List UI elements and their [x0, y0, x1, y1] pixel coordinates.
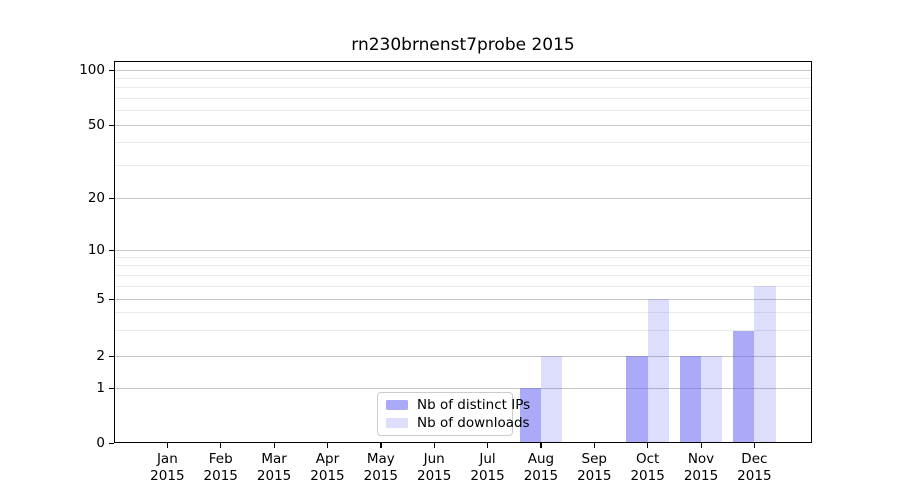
x-tick-mark-dec-2015: [753, 443, 756, 448]
bar-dec-2015-nb-of-distinct-ips: [733, 330, 755, 443]
minor-gridline-30: [115, 165, 811, 167]
legend-swatch-downloads: [386, 418, 408, 428]
minor-gridline-8: [115, 265, 811, 267]
bar-aug-2015-nb-of-downloads: [540, 356, 563, 443]
y-tick-mark-5: [108, 298, 114, 300]
x-tick-label-jan-2015: Jan 2015: [150, 451, 185, 484]
minor-gridline-4: [115, 312, 811, 314]
legend-label: Nb of distinct IPs: [417, 397, 531, 413]
minor-gridline-9: [115, 256, 811, 258]
y-tick-mark-100: [108, 69, 114, 71]
minor-gridline-3: [115, 330, 811, 332]
bar-oct-2015-nb-of-downloads: [647, 299, 669, 443]
y-tick-label-5: 5: [96, 291, 105, 307]
legend-label: Nb of downloads: [417, 415, 530, 431]
chart-title: rn230brnenst7probe 2015: [351, 35, 575, 55]
y-tick-mark-10: [108, 249, 114, 251]
bar-nov-2015-nb-of-distinct-ips: [679, 356, 701, 443]
y-tick-mark-50: [108, 124, 114, 126]
x-tick-label-feb-2015: Feb 2015: [203, 451, 238, 484]
x-tick-label-dec-2015: Dec 2015: [737, 451, 772, 484]
x-tick-label-oct-2015: Oct 2015: [630, 451, 665, 484]
x-tick-label-jul-2015: Jul 2015: [470, 451, 505, 484]
minor-gridline-40: [115, 142, 811, 144]
major-gridline-50: [115, 124, 811, 126]
x-tick-label-may-2015: May 2015: [363, 451, 398, 484]
y-tick-label-100: 100: [79, 62, 105, 78]
minor-gridline-70: [115, 97, 811, 99]
x-tick-mark-jan-2015: [166, 443, 169, 448]
x-tick-label-jun-2015: Jun 2015: [416, 451, 452, 484]
major-gridline-2: [115, 355, 811, 357]
major-gridline-20: [115, 197, 811, 199]
y-tick-mark-0: [108, 442, 114, 444]
y-tick-label-10: 10: [87, 242, 105, 258]
legend-item: Nb of distinct IPs: [386, 397, 530, 413]
x-tick-mark-nov-2015: [700, 443, 702, 448]
x-tick-label-apr-2015: Apr 2015: [310, 451, 345, 484]
x-tick-label-nov-2015: Nov 2015: [683, 451, 719, 484]
y-tick-label-50: 50: [87, 117, 105, 133]
x-tick-mark-may-2015: [380, 443, 382, 448]
major-gridline-10: [115, 249, 811, 251]
x-tick-mark-sep-2015: [593, 443, 595, 448]
bar-aug-2015-nb-of-distinct-ips: [519, 388, 541, 443]
minor-gridline-60: [115, 110, 811, 112]
y-tick-label-2: 2: [96, 348, 105, 364]
major-gridline-5: [115, 298, 811, 300]
bar-oct-2015-nb-of-distinct-ips: [626, 356, 648, 443]
y-tick-mark-20: [108, 197, 114, 199]
legend-swatch-distinct-ips: [386, 400, 408, 410]
major-gridline-100: [115, 69, 811, 71]
y-tick-mark-1: [108, 387, 114, 389]
x-tick-label-mar-2015: Mar 2015: [256, 451, 292, 484]
y-tick-label-1: 1: [96, 380, 105, 397]
bar-nov-2015-nb-of-downloads: [701, 356, 723, 443]
minor-gridline-80: [115, 87, 811, 89]
y-tick-mark-2: [108, 355, 114, 357]
x-tick-mark-apr-2015: [326, 443, 329, 448]
x-tick-label-sep-2015: Sep 2015: [577, 451, 612, 484]
x-tick-mark-aug-2015: [540, 443, 542, 448]
y-tick-label-0: 0: [96, 435, 105, 451]
x-tick-mark-oct-2015: [647, 443, 649, 448]
legend-item: Nb of downloads: [386, 415, 530, 431]
minor-gridline-7: [115, 274, 811, 276]
bar-dec-2015-nb-of-downloads: [754, 286, 776, 443]
x-tick-mark-mar-2015: [273, 443, 275, 448]
minor-gridline-6: [115, 285, 811, 287]
x-tick-mark-feb-2015: [220, 443, 222, 448]
legend: Nb of distinct IPs Nb of downloads: [377, 392, 530, 436]
major-gridline-1: [115, 387, 811, 389]
x-tick-label-aug-2015: Aug 2015: [523, 451, 559, 484]
y-tick-label-20: 20: [87, 190, 105, 206]
x-tick-mark-jun-2015: [433, 443, 435, 448]
minor-gridline-90: [115, 77, 811, 79]
x-tick-mark-jul-2015: [487, 443, 489, 448]
